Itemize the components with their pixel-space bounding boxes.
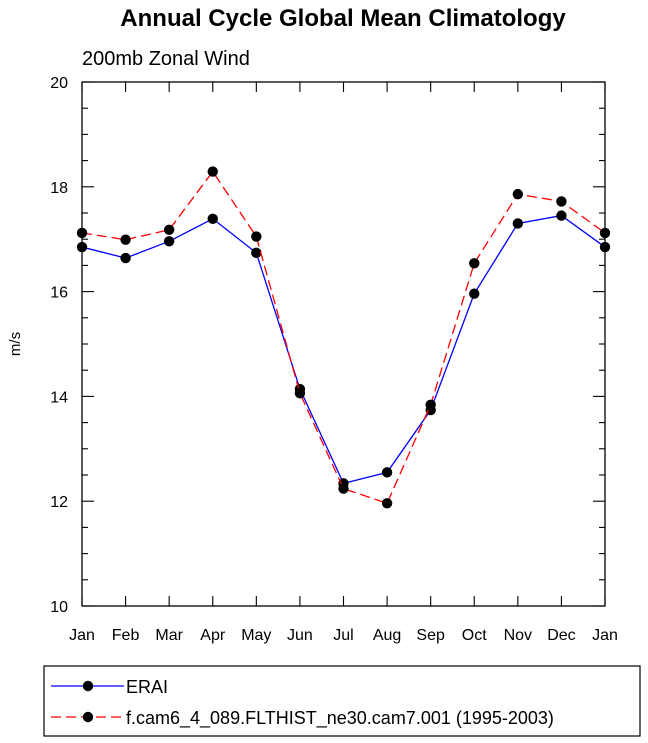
x-tick-label: Apr — [200, 627, 226, 644]
data-point — [381, 498, 393, 509]
x-tick-label: Oct — [462, 627, 487, 644]
legend-marker — [82, 711, 94, 723]
data-point — [556, 196, 567, 207]
x-tick-label: Jan — [69, 627, 95, 644]
data-point — [294, 388, 306, 399]
data-point — [207, 166, 218, 177]
y-tick-label: 10 — [50, 599, 68, 616]
x-tick-label: Nov — [504, 627, 532, 644]
data-point — [469, 258, 480, 269]
data-point — [425, 399, 436, 410]
data-point — [120, 234, 131, 245]
legend-box — [43, 665, 641, 737]
legend-items: ERAI f.cam6_4_089.FLTHIST_ne30.cam7.001 (… — [51, 677, 554, 729]
data-point — [381, 467, 393, 478]
x-tick-label: Mar — [155, 627, 183, 644]
ticks-layer — [81, 81, 606, 607]
x-tick-label: May — [241, 627, 271, 644]
plot-frame — [81, 81, 606, 607]
x-tick-label: Jun — [287, 627, 313, 644]
data-point — [207, 213, 218, 224]
data-point — [338, 483, 349, 494]
data-point — [251, 231, 262, 242]
x-tick-label: Jan — [592, 627, 618, 644]
tick-labels: Jan Feb Mar Apr May Jun Jul Aug Sep Oct Nov Dec Jan1… — [50, 75, 618, 644]
y-tick-label: 14 — [50, 389, 68, 406]
data-point — [512, 188, 524, 200]
y-axis-label: m/s — [7, 332, 24, 356]
chart-subtitle: 200mb Zonal Wind — [82, 48, 250, 70]
x-tick-label: Jul — [333, 627, 353, 644]
y-tick-label: 16 — [50, 285, 68, 302]
data-point — [163, 236, 175, 247]
data-point — [120, 252, 131, 264]
series-layer — [76, 166, 611, 509]
data-point — [556, 210, 567, 221]
legend-marker — [82, 680, 94, 692]
data-point — [469, 288, 480, 299]
y-tick-label: 20 — [50, 75, 68, 92]
legend: ERAI f.cam6_4_089.FLTHIST_ne30.cam7.001 (… — [43, 665, 641, 737]
chart-title: Annual Cycle Global Mean Climatology — [120, 5, 566, 32]
data-point — [163, 224, 175, 235]
x-tick-label: Feb — [112, 627, 140, 644]
series-line — [81, 214, 606, 485]
legend-label: f.cam6_4_089.FLTHIST_ne30.cam7.001 (1995… — [126, 708, 554, 729]
x-tick-label: Aug — [373, 627, 401, 644]
x-tick-label: Sep — [416, 627, 445, 644]
y-tick-label: 18 — [50, 180, 68, 197]
x-tick-label: Dec — [547, 627, 575, 644]
y-tick-label: 12 — [50, 494, 68, 511]
legend-label: ERAI — [126, 677, 168, 697]
data-point — [251, 247, 262, 259]
data-point — [512, 218, 524, 229]
